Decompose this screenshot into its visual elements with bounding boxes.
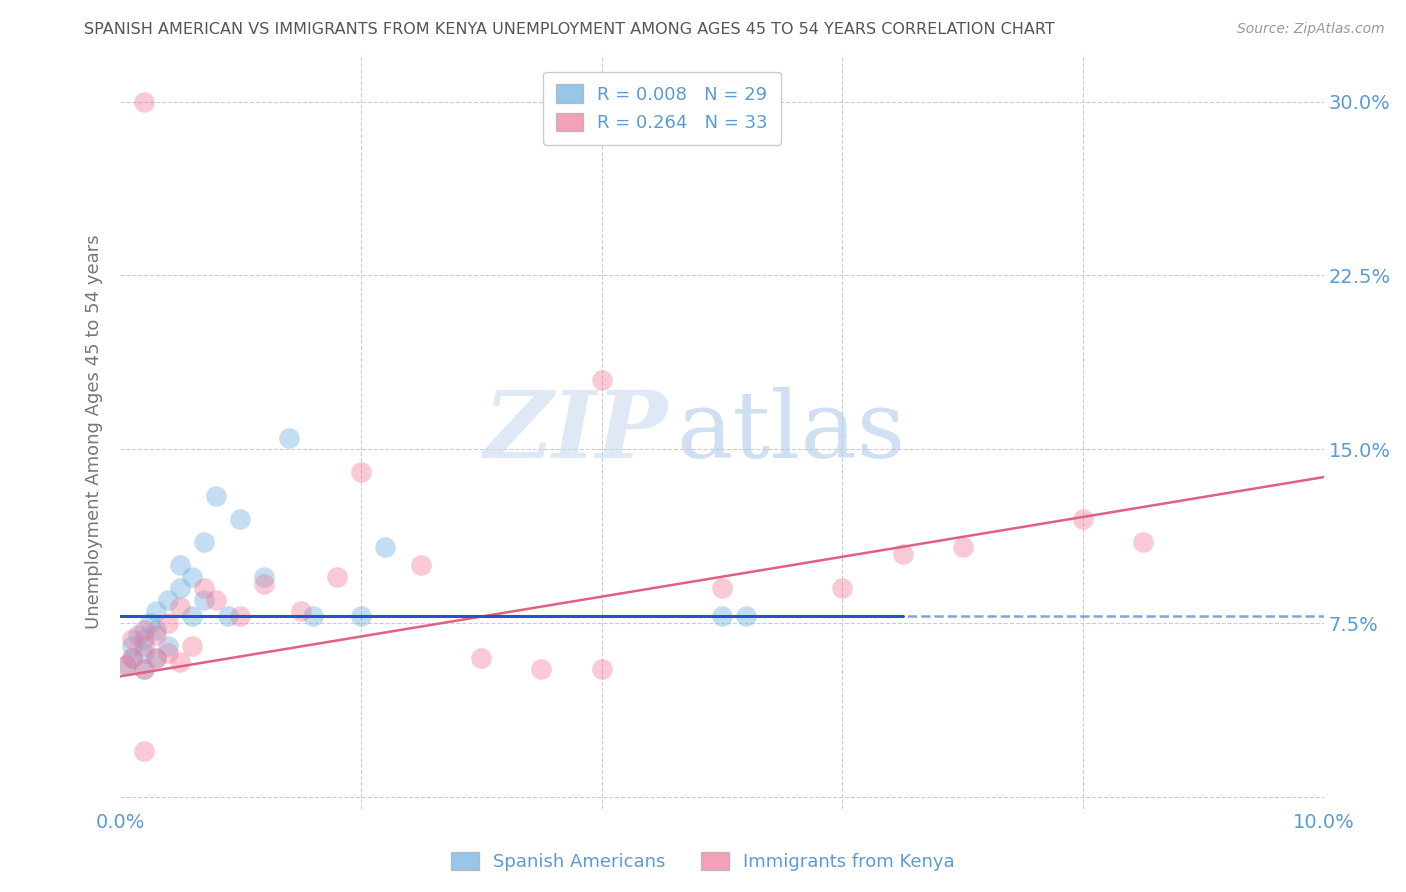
Point bbox=[169, 656, 191, 670]
Point bbox=[290, 605, 312, 619]
Point bbox=[181, 609, 204, 624]
Point bbox=[530, 663, 553, 677]
Point bbox=[591, 663, 613, 677]
Point bbox=[145, 605, 167, 619]
Point bbox=[145, 651, 167, 665]
Point bbox=[169, 582, 191, 596]
Point bbox=[952, 540, 974, 554]
Point bbox=[1132, 535, 1154, 549]
Point bbox=[217, 609, 239, 624]
Point bbox=[132, 632, 155, 647]
Point bbox=[193, 535, 215, 549]
Text: atlas: atlas bbox=[676, 387, 905, 477]
Point bbox=[711, 582, 734, 596]
Point bbox=[193, 582, 215, 596]
Point bbox=[470, 651, 492, 665]
Legend: R = 0.008   N = 29, R = 0.264   N = 33: R = 0.008 N = 29, R = 0.264 N = 33 bbox=[543, 71, 780, 145]
Point bbox=[139, 616, 162, 631]
Point bbox=[193, 593, 215, 607]
Text: SPANISH AMERICAN VS IMMIGRANTS FROM KENYA UNEMPLOYMENT AMONG AGES 45 TO 54 YEARS: SPANISH AMERICAN VS IMMIGRANTS FROM KENY… bbox=[84, 22, 1054, 37]
Point bbox=[145, 628, 167, 642]
Point bbox=[157, 640, 180, 654]
Point bbox=[181, 640, 204, 654]
Point bbox=[229, 609, 252, 624]
Point bbox=[169, 599, 191, 614]
Point bbox=[350, 466, 373, 480]
Point bbox=[121, 651, 143, 665]
Point bbox=[253, 576, 276, 591]
Point bbox=[132, 640, 155, 654]
Point bbox=[127, 628, 149, 642]
Point bbox=[301, 609, 323, 624]
Point bbox=[132, 646, 155, 660]
Point bbox=[831, 582, 853, 596]
Point bbox=[115, 657, 138, 672]
Point bbox=[591, 373, 613, 387]
Point bbox=[132, 663, 155, 677]
Point bbox=[711, 609, 734, 624]
Point bbox=[157, 646, 180, 660]
Point bbox=[121, 640, 143, 654]
Point bbox=[145, 623, 167, 637]
Point bbox=[132, 95, 155, 109]
Point bbox=[253, 570, 276, 584]
Point bbox=[121, 651, 143, 665]
Point bbox=[169, 558, 191, 573]
Point bbox=[1071, 512, 1094, 526]
Point bbox=[132, 623, 155, 637]
Point bbox=[145, 651, 167, 665]
Text: Source: ZipAtlas.com: Source: ZipAtlas.com bbox=[1237, 22, 1385, 37]
Point bbox=[891, 547, 914, 561]
Point bbox=[229, 512, 252, 526]
Point bbox=[181, 570, 204, 584]
Point bbox=[115, 657, 138, 672]
Point bbox=[121, 632, 143, 647]
Point bbox=[157, 616, 180, 631]
Point bbox=[132, 663, 155, 677]
Point bbox=[374, 540, 396, 554]
Point bbox=[205, 489, 228, 503]
Point bbox=[735, 609, 758, 624]
Point bbox=[350, 609, 373, 624]
Point bbox=[157, 593, 180, 607]
Text: ZIP: ZIP bbox=[484, 387, 668, 477]
Point bbox=[409, 558, 432, 573]
Point bbox=[325, 570, 347, 584]
Point bbox=[277, 431, 299, 445]
Y-axis label: Unemployment Among Ages 45 to 54 years: Unemployment Among Ages 45 to 54 years bbox=[86, 235, 103, 629]
Point bbox=[205, 593, 228, 607]
Legend: Spanish Americans, Immigrants from Kenya: Spanish Americans, Immigrants from Kenya bbox=[444, 845, 962, 879]
Point bbox=[132, 743, 155, 757]
